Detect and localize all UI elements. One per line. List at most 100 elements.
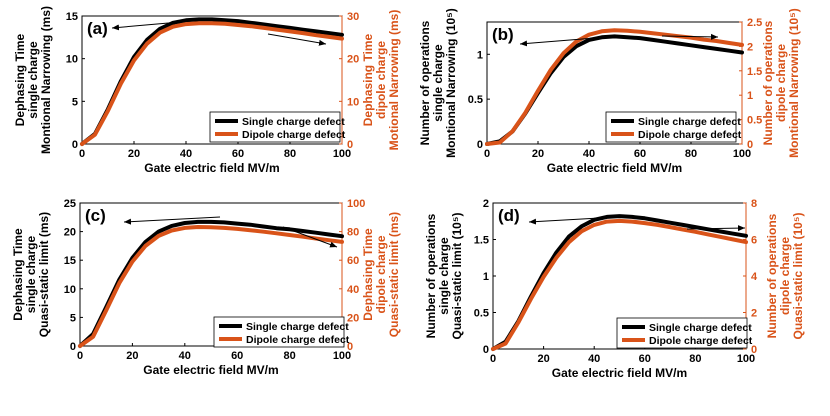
y-right-axis-label: dipole charge [374, 41, 388, 119]
legend-label-dipole: Dipole charge defect [242, 129, 346, 141]
x-tick-label: 80 [689, 353, 701, 365]
legend-box [605, 111, 737, 143]
arrow-to-right-axis [282, 226, 338, 248]
y-left-tick-label: 0 [72, 139, 78, 151]
x-tick-label: 60 [232, 148, 244, 160]
legend-label-dipole: Dipole charge defect [649, 335, 753, 347]
y-left-tick-label: 2 [483, 198, 489, 210]
y-left-tick-label: 1 [483, 271, 489, 283]
x-tick-label: 100 [733, 148, 751, 160]
y-right-axis-label: Quasi-static limit (10⁵) [791, 212, 805, 339]
arrow-to-right-axis [267, 33, 327, 46]
x-tick-label: 40 [583, 148, 595, 160]
y-left-tick-label: 0 [477, 139, 483, 151]
y-right-tick-label: 1 [747, 90, 753, 102]
panel-label: (a) [87, 19, 108, 38]
y-right-axis-label: dipole charge [778, 237, 792, 315]
arrow-to-right-axis [661, 33, 719, 40]
x-axis-label: Gate electric field MV/m [144, 161, 279, 175]
y-right-tick-label: 0 [751, 344, 757, 356]
y-right-tick-label: 40 [347, 284, 359, 296]
x-tick-label: 0 [490, 353, 496, 365]
y-right-axis-label: Quasi-static limit (ms) [387, 212, 401, 337]
y-left-axis-label: single charge [26, 41, 40, 119]
y-left-axis-label: Quasi-static limit (ms) [37, 212, 51, 337]
y-left-axis-label: Number of operations [418, 20, 432, 145]
legend-box [616, 317, 748, 349]
y-left-tick-label: 20 [64, 227, 76, 239]
series-dipole-charge-line [78, 225, 344, 348]
panel-label: (b) [492, 25, 514, 44]
y-right-tick-label: 2 [751, 308, 757, 320]
legend-label-dipole: Dipole charge defect [246, 334, 350, 346]
y-right-tick-label: 0 [347, 341, 353, 353]
x-tick-label: 60 [231, 350, 243, 362]
x-tick-label: 0 [484, 148, 490, 160]
x-tick-label: 40 [179, 350, 191, 362]
y-right-axis-label: Number of operations [761, 20, 775, 145]
y-left-axis-label: Dephasing Time [13, 33, 27, 126]
y-left-tick-label: 1 [477, 49, 483, 61]
x-tick-label: 20 [128, 148, 140, 160]
y-left-tick-label: 15 [66, 11, 78, 23]
y-right-tick-label: 0 [347, 139, 353, 151]
y-right-tick-label: 6 [751, 235, 757, 247]
x-tick-label: 60 [639, 353, 651, 365]
y-right-tick-label: 0.5 [747, 115, 762, 127]
y-left-tick-label: 0 [70, 341, 76, 353]
y-left-tick-label: 15 [64, 255, 76, 267]
legend-box [209, 111, 341, 143]
y-right-tick-label: 2 [747, 41, 753, 53]
panel-label: (c) [85, 206, 106, 225]
y-left-tick-label: 10 [64, 284, 76, 296]
y-right-tick-label: 30 [347, 11, 359, 23]
y-left-tick-label: 0 [483, 344, 489, 356]
x-tick-label: 100 [333, 350, 351, 362]
y-left-axis-label: Montional Narrowing (10⁵) [444, 8, 458, 158]
x-tick-label: 80 [685, 148, 697, 160]
y-left-tick-label: 25 [64, 198, 76, 210]
y-left-axis-label: single charge [431, 44, 445, 122]
x-tick-label: 40 [588, 353, 600, 365]
y-left-axis-label: single charge [437, 237, 451, 315]
x-tick-label: 60 [634, 148, 646, 160]
x-axis-label: Gate electric field MV/m [143, 363, 278, 377]
y-right-tick-label: 100 [347, 198, 365, 210]
arrow-to-right-axis [686, 225, 746, 232]
y-left-axis-label: single charge [24, 236, 38, 314]
x-tick-label: 80 [284, 148, 296, 160]
y-right-axis-label: Number of operations [765, 213, 779, 338]
legend-box [213, 316, 345, 348]
y-right-tick-label: 4 [751, 271, 758, 283]
x-tick-label: 100 [737, 353, 755, 365]
chart-panel-c: 0 20 40 60 80 1000510152025020406080100(c)Sin… [11, 198, 401, 377]
y-right-tick-label: 10 [347, 96, 359, 108]
x-tick-label: 100 [333, 148, 351, 160]
y-left-axis-label: Number of operations [424, 213, 438, 338]
legend-label-single: Single charge defect [649, 322, 752, 334]
y-left-tick-label: 5 [72, 96, 78, 108]
arrow-to-left-axis [123, 216, 221, 225]
x-tick-label: 20 [537, 353, 549, 365]
x-tick-label: 0 [77, 350, 83, 362]
y-left-tick-label: 1.5 [474, 235, 489, 247]
y-right-axis-label: Montional Narrowing (10⁵) [787, 8, 801, 158]
legend-label-single: Single charge defect [246, 321, 349, 333]
y-left-axis-label: Quasi-static limit (10⁵) [450, 212, 464, 339]
y-left-tick-label: 5 [70, 312, 76, 324]
y-right-axis-label: Dephasing Time [361, 33, 375, 126]
x-tick-label: 80 [283, 350, 295, 362]
y-left-axis-label: Montional Narrowing (ms) [39, 6, 53, 154]
y-right-tick-label: 20 [347, 54, 359, 66]
panel-label: (d) [498, 206, 520, 225]
y-left-tick-label: 10 [66, 54, 78, 66]
y-right-tick-label: 20 [347, 312, 359, 324]
legend-label-single: Single charge defect [242, 116, 345, 128]
